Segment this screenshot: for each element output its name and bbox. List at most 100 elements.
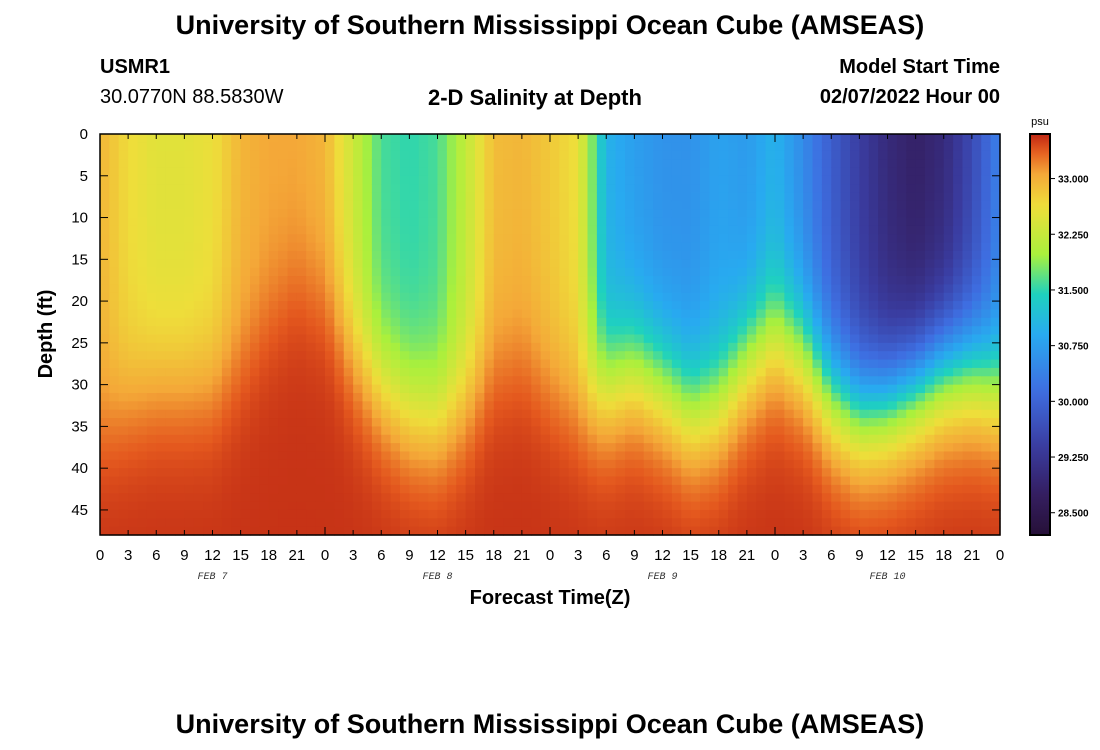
heatmap-cell (400, 134, 410, 143)
heatmap-cell (662, 150, 673, 160)
heatmap-cell (887, 292, 898, 302)
heatmap-cell (287, 376, 298, 386)
heatmap-cell (371, 259, 382, 269)
heatmap-cell (118, 518, 129, 528)
heatmap-cell (362, 150, 373, 160)
heatmap-cell (118, 418, 129, 427)
heatmap-cell (681, 200, 692, 210)
heatmap-cell (831, 418, 842, 427)
heatmap-cell (568, 476, 579, 486)
model-start-label: Model Start Time (839, 56, 1000, 78)
heatmap-cell (700, 267, 710, 277)
heatmap-cell (353, 342, 364, 352)
heatmap-cell (146, 359, 157, 369)
heatmap-cell (793, 184, 804, 194)
heatmap-cell (165, 142, 176, 152)
heatmap-cell (418, 192, 429, 202)
heatmap-cell (606, 384, 617, 394)
heatmap-cell (906, 459, 917, 469)
heatmap-cell (653, 384, 664, 394)
heatmap-cell (643, 309, 654, 319)
heatmap-cell (775, 225, 785, 235)
heatmap-cell (634, 184, 645, 194)
heatmap-cell (803, 342, 814, 352)
heatmap-cell (643, 209, 654, 219)
heatmap-cell (540, 292, 551, 302)
heatmap-cell (550, 376, 560, 386)
heatmap-cell (456, 259, 467, 269)
heatmap-cell (428, 209, 439, 219)
heatmap-cell (821, 317, 832, 327)
heatmap-cell (859, 326, 870, 336)
heatmap-cell (953, 309, 964, 319)
heatmap-cell (981, 309, 992, 319)
heatmap-cell (896, 434, 907, 444)
heatmap-cell (906, 317, 917, 327)
heatmap-cell (915, 526, 926, 536)
heatmap-cell (165, 209, 176, 219)
heatmap-cell (681, 250, 692, 260)
heatmap-cell (925, 167, 935, 177)
heatmap-cell (840, 526, 851, 536)
heatmap-cell (765, 526, 776, 536)
heatmap-cell (193, 317, 204, 327)
heatmap-cell (653, 309, 664, 319)
heatmap-cell (184, 518, 195, 528)
heatmap-cell (746, 434, 757, 444)
heatmap-cell (503, 468, 514, 478)
heatmap-cell (362, 200, 373, 210)
heatmap-cell (109, 292, 120, 302)
heatmap-cell (765, 301, 776, 311)
y-tick-label: 35 (71, 418, 88, 435)
heatmap-cell (315, 134, 326, 143)
heatmap-cell (746, 250, 757, 260)
heatmap-cell (503, 359, 514, 369)
heatmap-cell (718, 134, 729, 143)
heatmap-cell (812, 509, 823, 519)
heatmap-cell (784, 225, 795, 235)
heatmap-cell (400, 242, 410, 252)
heatmap-cell (559, 200, 570, 210)
heatmap-cell (334, 501, 345, 511)
heatmap-cell (775, 384, 785, 394)
heatmap-cell (493, 292, 504, 302)
heatmap-cell (625, 167, 635, 177)
heatmap-cell (925, 418, 935, 427)
heatmap-cell (793, 384, 804, 394)
heatmap-cell (615, 159, 626, 169)
heatmap-cell (203, 359, 214, 369)
heatmap-cell (568, 267, 579, 277)
heatmap-cell (906, 376, 917, 386)
heatmap-cell (943, 451, 954, 461)
heatmap-cell (240, 167, 251, 177)
heatmap-cell (831, 150, 842, 160)
x-tick-label: 3 (124, 547, 132, 564)
heatmap-cell (578, 234, 589, 244)
heatmap-cell (625, 200, 635, 210)
heatmap-cell (859, 409, 870, 419)
heatmap-cell (240, 225, 251, 235)
heatmap-cell (250, 367, 260, 377)
heatmap-cell (803, 434, 814, 444)
heatmap-cell (643, 167, 654, 177)
heatmap-cell (643, 443, 654, 453)
heatmap-cell (240, 234, 251, 244)
heatmap-cell (587, 376, 598, 386)
heatmap-cell (615, 142, 626, 152)
heatmap-cell (371, 292, 382, 302)
heatmap-cell (109, 476, 120, 486)
colorbar-tick-label: 29.250 (1058, 453, 1089, 464)
heatmap-cell (512, 242, 523, 252)
heatmap-cell (465, 301, 476, 311)
heatmap-cell (625, 526, 635, 536)
heatmap-cell (840, 409, 851, 419)
heatmap-cell (878, 292, 889, 302)
heatmap-cell (128, 443, 139, 453)
heatmap-cell (981, 459, 992, 469)
heatmap-cell (803, 301, 814, 311)
heatmap-cell (840, 326, 851, 336)
heatmap-cell (334, 142, 345, 152)
heatmap-cell (803, 443, 814, 453)
heatmap-cell (896, 426, 907, 436)
heatmap-cell (821, 217, 832, 227)
